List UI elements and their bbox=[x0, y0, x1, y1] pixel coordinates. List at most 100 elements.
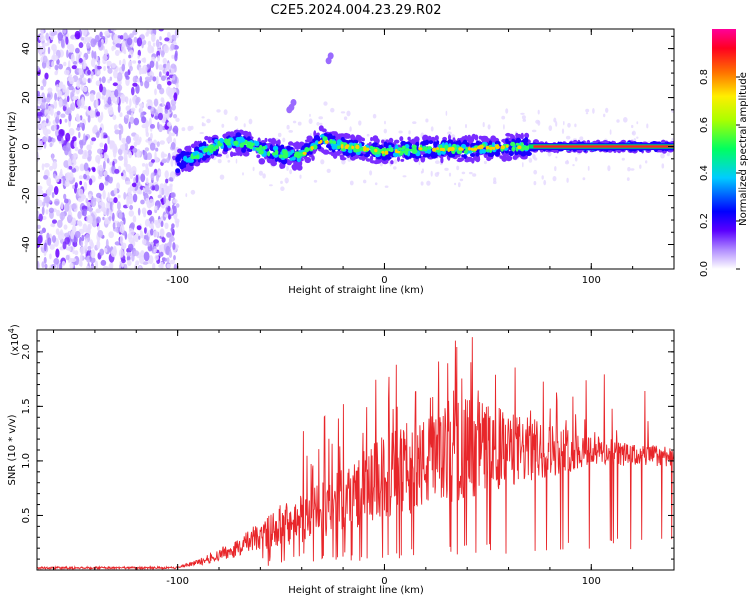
spectrogram-noise-cell bbox=[85, 36, 91, 43]
spectrogram-faint-cell bbox=[448, 126, 451, 130]
spectrogram-noise-cell bbox=[59, 262, 63, 269]
spectrogram-ridge-outer bbox=[397, 156, 400, 162]
spectrogram-noise-cell bbox=[145, 163, 149, 169]
spectrogram-noise-cell bbox=[60, 113, 66, 118]
spectrogram-noise-cell bbox=[71, 65, 77, 70]
spectrogram-ridge-inner bbox=[467, 150, 473, 154]
spectrogram-ridge-mid bbox=[524, 137, 529, 144]
spectrogram-ridge-peak bbox=[517, 145, 522, 150]
spectrogram-noise-cell bbox=[153, 98, 159, 107]
spectrogram-noise-cell bbox=[175, 117, 180, 123]
spectrogram-faint-cell bbox=[501, 115, 506, 120]
spectrogram-ridge-outer bbox=[330, 152, 338, 157]
spectrogram-noise-cell bbox=[155, 147, 159, 152]
spectrogram-noise-cell bbox=[107, 67, 113, 74]
spectrogram-noise-cell bbox=[130, 230, 135, 236]
spectrogram-noise-cell bbox=[65, 132, 71, 142]
spectrogram-noise-cell bbox=[90, 265, 95, 269]
spectrogram-faint-cell bbox=[309, 113, 311, 117]
spectrogram-noise-cell bbox=[135, 174, 139, 184]
spectrogram-noise-cell bbox=[159, 36, 162, 41]
spectrogram-noise-cell bbox=[52, 55, 59, 61]
spectrogram-noise-cell bbox=[129, 33, 134, 38]
spectrogram-noise-cell bbox=[129, 205, 134, 210]
spectrogram-faint-cell bbox=[616, 119, 620, 123]
spectrogram-noise-cell bbox=[77, 197, 83, 203]
spectrogram-ridge-outer bbox=[295, 161, 302, 167]
spectrogram-noise-cell bbox=[100, 111, 104, 121]
spectrogram-noise-cell bbox=[49, 253, 52, 260]
spectrogram-ridge-mid bbox=[448, 154, 455, 158]
spectrogram-noise-cell bbox=[104, 49, 108, 56]
spectrogram-noise-cell bbox=[117, 201, 121, 211]
spectrogram-noise-cell bbox=[115, 43, 122, 48]
spectrogram-faint-cell bbox=[585, 108, 590, 113]
spectrogram-noise-cell bbox=[118, 86, 121, 96]
spectrogram-noise-cell bbox=[153, 239, 159, 244]
spectrogram-noise-cell bbox=[75, 115, 81, 123]
spectrogram-noise-cell bbox=[90, 38, 96, 48]
spectrogram-noise-cell bbox=[98, 164, 103, 171]
spectrogram-noise-cell bbox=[80, 84, 83, 91]
spectrogram-noise-cell bbox=[83, 162, 89, 172]
spectrogram-noise-cell bbox=[58, 98, 63, 108]
spectrogram-ridge-core bbox=[465, 146, 469, 153]
spectrogram-noise-cell bbox=[68, 76, 73, 82]
spectrogram-noise-cell bbox=[63, 97, 67, 107]
spectrogram-noise-cell bbox=[128, 169, 132, 175]
spectrogram-faint-cell bbox=[299, 174, 302, 179]
spectrogram-ridge-peak bbox=[470, 147, 474, 151]
spectrogram-noise-cell bbox=[73, 140, 77, 148]
spectrogram-ridge-outer bbox=[369, 160, 377, 164]
spectrogram-ridge-outer bbox=[370, 137, 374, 142]
spectrogram-noise-cell bbox=[89, 215, 93, 225]
spectrogram-noise-cell bbox=[174, 29, 178, 37]
spectrogram-noise-cell bbox=[79, 180, 83, 186]
spectrogram-noise-cell bbox=[160, 187, 165, 196]
spectrogram-noise-cell bbox=[57, 32, 63, 41]
spectrogram-ridge-outer bbox=[501, 155, 508, 162]
spectrogram-noise-cell bbox=[95, 154, 101, 164]
spectrogram-ridge-core bbox=[246, 141, 251, 146]
spectrogram-noise-cell bbox=[148, 255, 154, 265]
spectrogram-faint-cell bbox=[201, 123, 206, 127]
spectrogram-ridge-outer bbox=[400, 158, 405, 162]
spectrogram-ridge-core bbox=[203, 147, 209, 153]
spectrogram-noise-cell bbox=[97, 39, 102, 48]
spectrogram-ridge-mid bbox=[223, 146, 228, 151]
spectrogram-noise-cell bbox=[170, 132, 176, 137]
spectrogram-ridge-core bbox=[322, 136, 328, 142]
spectrogram-ridge-mid bbox=[181, 162, 187, 167]
spectrogram-ridge-peak bbox=[468, 146, 471, 151]
spectrogram-noise-cell bbox=[97, 230, 104, 238]
spectrogram-noise-cell bbox=[111, 45, 115, 52]
spectrogram-ridge-core bbox=[224, 138, 229, 144]
spectrogram-faint-cell bbox=[483, 160, 487, 165]
spectrogram-ridge-inner bbox=[337, 139, 341, 143]
spectrogram-noise-cell bbox=[74, 182, 78, 189]
spectrogram-xlabel: Height of straight line (km) bbox=[288, 285, 424, 296]
snr-ytick-label: 0.5 bbox=[21, 508, 32, 524]
spectrogram-faint-cell bbox=[326, 168, 331, 173]
spectrogram-noise-cell bbox=[168, 250, 173, 258]
spectrogram-ridge-peak bbox=[442, 148, 445, 152]
spectrogram-noise-cell bbox=[87, 69, 91, 75]
spectrogram-noise-cell bbox=[93, 197, 97, 202]
spectrogram-ridge-peak bbox=[302, 151, 307, 155]
spectrogram-noise-cell bbox=[119, 235, 124, 245]
spectrogram-noise-cell bbox=[146, 152, 153, 160]
colorbar-tick-label: 0.2 bbox=[699, 213, 710, 229]
spectrogram-noise-cell bbox=[56, 110, 61, 116]
spectrogram-faint-cell bbox=[201, 116, 205, 119]
spectrogram-noise-cell bbox=[62, 175, 66, 185]
spectrogram-faint-cell bbox=[292, 120, 297, 124]
spectrogram-noise-cell bbox=[103, 160, 106, 170]
spectrogram-noise-cell bbox=[160, 220, 164, 227]
spectrogram-xtick-label: 0 bbox=[381, 275, 387, 286]
spectrogram-noise-cell bbox=[168, 177, 174, 182]
spectrogram-ridge-outer bbox=[311, 155, 315, 162]
spectrogram-noise-cell bbox=[63, 160, 70, 168]
spectrogram-noise-cell bbox=[42, 77, 47, 87]
spectrogram-faint-cell bbox=[346, 110, 351, 117]
spectrogram-noise-cell bbox=[81, 96, 85, 105]
